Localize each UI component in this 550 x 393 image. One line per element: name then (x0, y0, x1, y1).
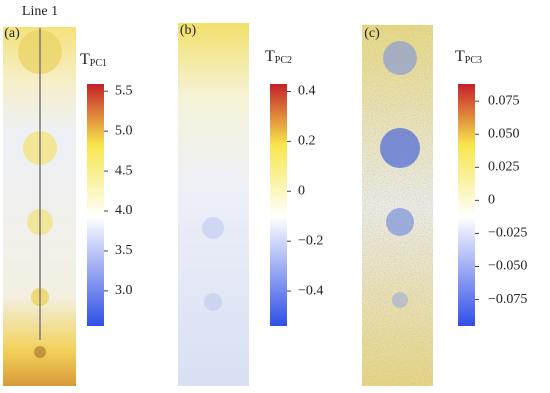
colorbar-tick-label: 0.075 (488, 93, 520, 108)
panel-label: (c) (364, 26, 380, 41)
panel-label: (b) (180, 23, 197, 38)
colorbar-tick-label: 0 (488, 193, 495, 208)
colorbar-tick-label: −0.2 (298, 233, 323, 248)
colorbar-title: TPC3 (455, 48, 482, 67)
colorbar-tick-label: −0.075 (488, 292, 527, 307)
colorbar-tick-label: 0.025 (488, 160, 520, 175)
colorbar-title: TPC2 (265, 48, 292, 67)
line-label: Line 1 (22, 4, 58, 19)
colorbar-tick-label: −0.050 (488, 259, 527, 274)
colorbar-title-sub: PC1 (90, 58, 107, 69)
colorbar-tick-label: 4.5 (115, 163, 133, 178)
panel-b-image (178, 23, 249, 386)
colorbar-title-sub: PC2 (275, 55, 292, 66)
colorbar-tick-label: 0.2 (298, 134, 316, 149)
panel-label: (a) (4, 26, 20, 41)
colorbar-tick-label: 0 (298, 183, 305, 198)
colorbar-title: TPC1 (80, 51, 107, 70)
colorbar (87, 84, 104, 326)
colorbar-tick-label: 3.5 (115, 243, 133, 258)
colorbar-tick-label: 5.5 (115, 83, 133, 98)
colorbar-title-base: T (265, 48, 275, 65)
colorbar-tick-label: 0.4 (298, 84, 316, 99)
colorbar (270, 84, 287, 326)
colorbar-title-sub: PC3 (465, 55, 482, 66)
colorbar-title-base: T (80, 51, 90, 68)
colorbar (458, 84, 475, 326)
colorbar-tick-label: 5.0 (115, 123, 133, 138)
colorbar-tick-label: 0.050 (488, 126, 520, 141)
colorbar-title-base: T (455, 48, 465, 65)
colorbar-tick-label: −0.025 (488, 226, 527, 241)
colorbar-tick-label: 3.0 (115, 283, 133, 298)
panel-c-image (362, 25, 433, 386)
colorbar-tick-label: −0.4 (298, 283, 323, 298)
colorbar-tick-label: 4.0 (115, 203, 133, 218)
